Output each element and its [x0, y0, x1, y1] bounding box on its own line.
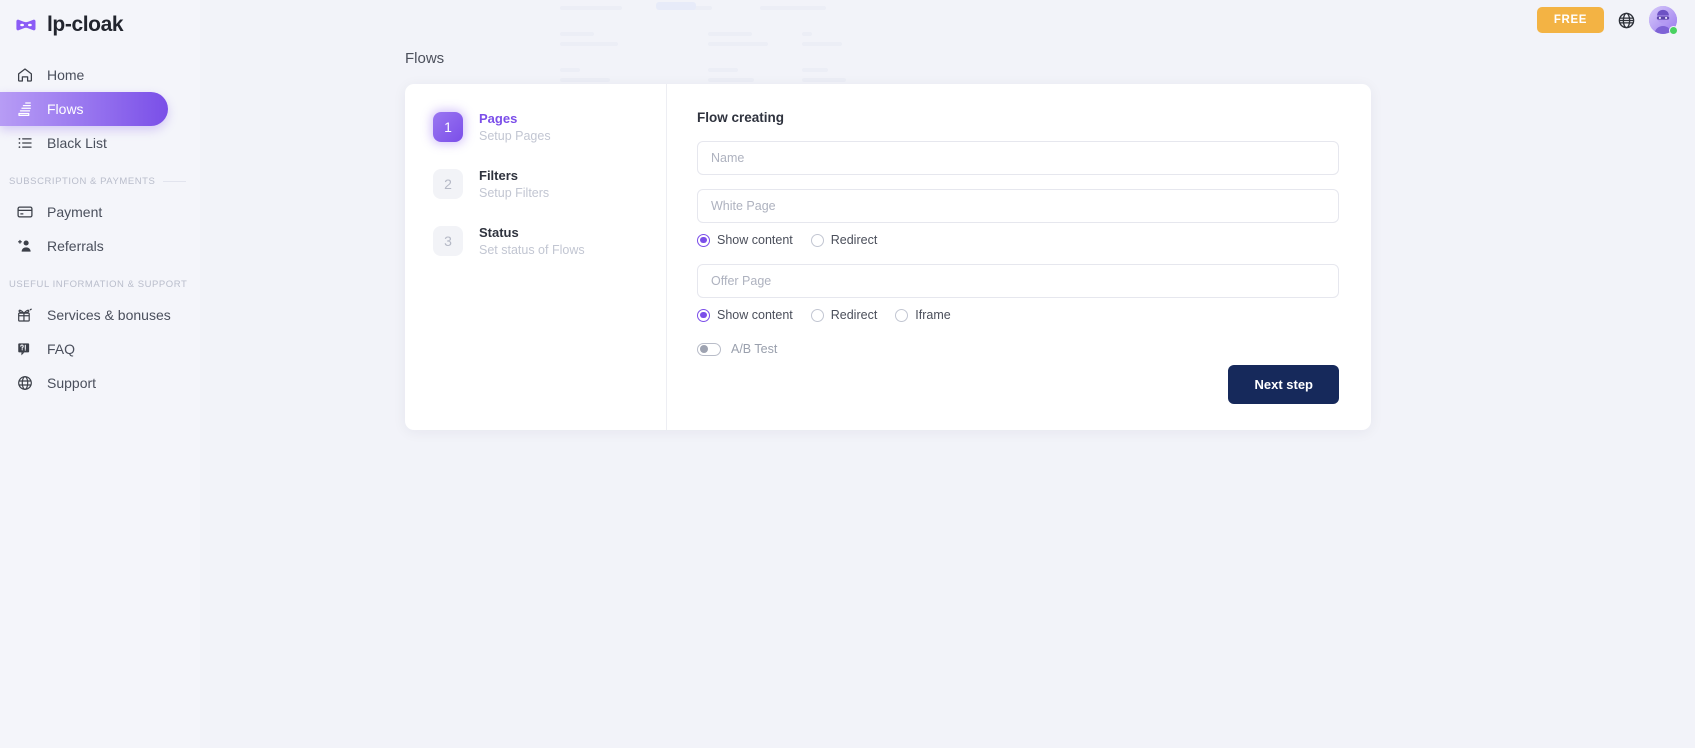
- step-number: 3: [433, 226, 463, 256]
- globe-icon[interactable]: [1617, 11, 1636, 30]
- white-page-show-content-option[interactable]: Show content: [697, 233, 793, 247]
- wizard-step-filters[interactable]: 2 Filters Setup Filters: [433, 167, 666, 202]
- sidebar-item-label: Flows: [47, 101, 84, 117]
- sidebar-section-title: USEFUL INFORMATION & SUPPORT: [9, 279, 188, 290]
- step-subtitle: Setup Pages: [479, 129, 551, 143]
- sidebar-section-support: USEFUL INFORMATION & SUPPORT: [0, 279, 200, 290]
- sidebar-item-label: Home: [47, 67, 85, 83]
- white-page-redirect-option[interactable]: Redirect: [810, 233, 878, 247]
- step-title: Pages: [479, 111, 518, 126]
- step-subtitle: Set status of Flows: [479, 243, 585, 257]
- home-icon: [17, 68, 33, 82]
- sidebar: lp-cloak Home Flows: [0, 0, 200, 748]
- name-input[interactable]: [697, 141, 1339, 175]
- flow-creating-card: 1 Pages Setup Pages 2 Filters Setup Filt…: [405, 84, 1371, 430]
- sidebar-item-label: Payment: [47, 204, 103, 220]
- online-status-dot: [1669, 26, 1678, 35]
- radio-icon: [697, 233, 710, 247]
- offer-page-show-content-option[interactable]: Show content: [697, 308, 793, 322]
- sidebar-item-services-bonuses[interactable]: Services & bonuses: [0, 298, 200, 332]
- ab-test-toggle[interactable]: [697, 342, 721, 356]
- sidebar-item-payment[interactable]: Payment: [0, 195, 200, 229]
- sidebar-item-home[interactable]: Home: [0, 58, 200, 92]
- offer-page-input[interactable]: [697, 264, 1339, 298]
- option-label: Redirect: [830, 308, 878, 322]
- option-label: Show content: [717, 308, 793, 322]
- wizard-step-pages[interactable]: 1 Pages Setup Pages: [433, 110, 666, 145]
- option-label: Redirect: [830, 233, 878, 247]
- offer-page-mode-group: Show content Redirect Iframe: [697, 308, 1339, 322]
- offer-page-redirect-option[interactable]: Redirect: [810, 308, 878, 322]
- step-number: 1: [433, 112, 463, 142]
- primary-nav: Home Flows Black Li: [0, 58, 200, 400]
- ab-test-row: A/B Test: [697, 342, 1339, 356]
- list-icon: [18, 137, 32, 149]
- sidebar-item-label: Black List: [47, 135, 107, 151]
- page-title: Flows: [405, 50, 445, 67]
- white-page-input[interactable]: [697, 189, 1339, 223]
- plan-badge[interactable]: FREE: [1536, 7, 1604, 33]
- brand-name: lp-cloak: [47, 13, 124, 36]
- avatar[interactable]: [1649, 6, 1678, 35]
- divider: [163, 181, 186, 182]
- topbar-actions: FREE: [1536, 0, 1678, 40]
- option-label: Iframe: [915, 308, 951, 322]
- sidebar-item-support[interactable]: Support: [0, 366, 200, 400]
- sidebar-item-faq[interactable]: FAQ: [0, 332, 200, 366]
- radio-icon: [697, 308, 710, 322]
- sidebar-item-flows[interactable]: Flows: [0, 92, 168, 126]
- gift-icon: [18, 308, 32, 322]
- sidebar-item-label: Support: [47, 375, 97, 391]
- user-plus-icon: [18, 239, 31, 252]
- step-title: Status: [479, 225, 519, 240]
- mask-icon: [16, 19, 36, 31]
- flow-form: Flow creating Show content Redirect Show…: [667, 84, 1371, 430]
- sidebar-item-referrals[interactable]: Referrals: [0, 229, 200, 263]
- sidebar-item-label: FAQ: [47, 341, 76, 357]
- brand-logo[interactable]: lp-cloak: [0, 0, 200, 42]
- sidebar-section-subscription: SUBSCRIPTION & PAYMENTS: [0, 176, 200, 187]
- form-title: Flow creating: [697, 110, 785, 125]
- sidebar-item-label: Services & bonuses: [47, 307, 171, 323]
- radio-icon: [810, 233, 824, 247]
- wizard-steps: 1 Pages Setup Pages 2 Filters Setup Filt…: [405, 84, 667, 430]
- radio-icon: [895, 308, 909, 322]
- sidebar-section-title: SUBSCRIPTION & PAYMENTS: [9, 176, 156, 187]
- support-globe-icon: [18, 376, 32, 390]
- flows-icon: [18, 102, 31, 117]
- white-page-mode-group: Show content Redirect: [697, 233, 1339, 247]
- radio-icon: [810, 308, 824, 322]
- step-title: Filters: [479, 168, 519, 183]
- step-number: 2: [433, 169, 463, 199]
- next-step-button[interactable]: Next step: [1228, 365, 1339, 404]
- step-subtitle: Setup Filters: [479, 186, 550, 200]
- sidebar-item-label: Referrals: [47, 238, 104, 254]
- sidebar-item-black-list[interactable]: Black List: [0, 126, 200, 160]
- ab-test-label: A/B Test: [731, 342, 778, 356]
- faq-icon: [18, 343, 30, 356]
- offer-page-iframe-option[interactable]: Iframe: [895, 308, 951, 322]
- wizard-step-status[interactable]: 3 Status Set status of Flows: [433, 224, 666, 259]
- option-label: Show content: [717, 233, 793, 247]
- credit-card-icon: [17, 206, 33, 218]
